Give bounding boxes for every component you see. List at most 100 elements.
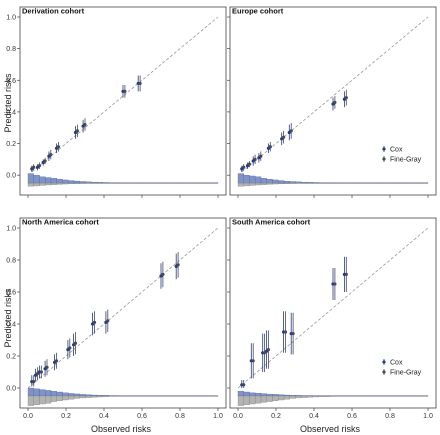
histogram-bar-fine-gray bbox=[237, 395, 244, 406]
histogram-bar-fine-gray bbox=[79, 395, 86, 399]
point-fine-gray bbox=[259, 154, 263, 158]
point-fine-gray bbox=[251, 359, 255, 363]
point-fine-gray bbox=[106, 319, 110, 323]
point-fine-gray bbox=[333, 282, 337, 286]
panel-1: Derivation cohort 0.0 0.2 0.4 0.6 0.8 1.0 bbox=[6, 6, 227, 198]
histogram-bar-fine-gray bbox=[27, 182, 34, 187]
point-fine-gray bbox=[37, 164, 42, 168]
point-fine-gray bbox=[253, 157, 257, 161]
histogram-bar-fine-gray bbox=[91, 395, 98, 398]
panel-title: South America cohort bbox=[232, 218, 311, 227]
histogram-bar-cox bbox=[62, 392, 69, 397]
histogram-bar-cox bbox=[85, 394, 92, 397]
point-fine-gray bbox=[54, 359, 59, 363]
panels: Derivation cohort 0.0 0.2 0.4 0.6 0.8 1.0 Europ… bbox=[6, 6, 437, 420]
panel-frame bbox=[19, 217, 227, 409]
x-tick-label: 1.0 bbox=[213, 413, 223, 420]
histogram-bar-fine-gray bbox=[62, 182, 69, 185]
histogram-bar-fine-gray bbox=[272, 395, 279, 401]
point-fine-gray bbox=[289, 129, 293, 133]
legend-label-cox: Cox bbox=[390, 360, 403, 367]
histogram-bar-cox bbox=[62, 179, 69, 184]
histogram-bar-fine-gray bbox=[255, 395, 262, 404]
x-tick-label: 0.0 bbox=[23, 413, 33, 420]
histogram-bar-cox bbox=[243, 175, 250, 184]
y-tick-label: 1.0 bbox=[6, 15, 16, 22]
legend-marker-fine-gray bbox=[382, 370, 386, 374]
histogram-bar-cox bbox=[289, 181, 296, 184]
histogram-bar-cox bbox=[73, 393, 80, 397]
point-fine-gray bbox=[266, 348, 270, 352]
legend-marker-fine-gray bbox=[382, 157, 386, 161]
histogram-bar-cox bbox=[260, 178, 267, 184]
legend-marker-cox bbox=[382, 147, 386, 151]
x-tick-label: 0.8 bbox=[175, 413, 185, 420]
x-tick-label: 0.4 bbox=[309, 413, 319, 420]
histogram-bar-fine-gray bbox=[96, 395, 103, 398]
point-fine-gray bbox=[263, 351, 267, 355]
histogram-bar-cox bbox=[249, 392, 256, 397]
histogram-bar-cox bbox=[50, 391, 57, 397]
y-tick-label: 0.0 bbox=[6, 386, 16, 393]
point-fine-gray bbox=[344, 272, 348, 276]
legend-marker-cox bbox=[382, 360, 386, 364]
histogram-bar-cox bbox=[68, 393, 75, 397]
panel-title: Europe cohort bbox=[232, 7, 284, 16]
histogram-bar-cox bbox=[243, 391, 250, 397]
histogram-bar-fine-gray bbox=[62, 395, 69, 401]
histogram-bar-cox bbox=[33, 388, 40, 397]
point-fine-gray bbox=[176, 263, 180, 267]
histogram-bar-cox bbox=[85, 181, 92, 184]
point-fine-gray bbox=[68, 346, 72, 350]
histogram-bar-fine-gray bbox=[272, 182, 279, 185]
point-fine-gray bbox=[268, 145, 272, 149]
x-tick-label: 0.2 bbox=[271, 413, 281, 420]
y-tick-label: 0.2 bbox=[6, 354, 16, 361]
histogram-bar-fine-gray bbox=[50, 182, 57, 185]
histogram-bar-fine-gray bbox=[45, 395, 52, 404]
histogram-bar-cox bbox=[68, 180, 75, 184]
histogram-bar-fine-gray bbox=[260, 182, 267, 185]
x-tick-label: 0.0 bbox=[233, 413, 243, 420]
histogram-bar-cox bbox=[295, 181, 302, 184]
histogram-bar-fine-gray bbox=[260, 395, 267, 403]
y-tick-label: 0.8 bbox=[6, 46, 16, 53]
histogram-bar-fine-gray bbox=[249, 395, 256, 405]
point-fine-gray bbox=[242, 165, 246, 169]
reference-diagonal bbox=[27, 227, 219, 389]
histogram-bar-cox bbox=[50, 178, 57, 184]
legend-label-cox: Cox bbox=[390, 147, 403, 154]
histogram-bar-fine-gray bbox=[56, 395, 63, 401]
histogram-bar-fine-gray bbox=[50, 395, 57, 402]
point-fine-gray bbox=[32, 380, 36, 384]
histogram-bar-fine-gray bbox=[27, 395, 34, 406]
panel-frame bbox=[19, 6, 227, 196]
legend: Cox Fine-Gray bbox=[382, 146, 422, 164]
x-tick-label: 0.8 bbox=[385, 413, 395, 420]
point-fine-gray bbox=[283, 330, 288, 334]
histogram-bar-fine-gray bbox=[33, 395, 40, 405]
panel-frame bbox=[229, 217, 437, 409]
histogram-bar-cox bbox=[27, 387, 34, 397]
x-tick-label: 1.0 bbox=[423, 413, 433, 420]
histogram-bar-cox bbox=[56, 178, 63, 184]
point-fine-gray bbox=[123, 89, 127, 93]
histogram-bar-fine-gray bbox=[39, 395, 46, 405]
point-fine-gray bbox=[45, 365, 49, 369]
y-tick-label: 0.6 bbox=[6, 78, 16, 85]
y-tick-label: 0.4 bbox=[6, 109, 16, 116]
histogram-bar-fine-gray bbox=[237, 182, 244, 187]
histogram-bar-cox bbox=[266, 178, 273, 184]
point-fine-gray bbox=[291, 332, 295, 336]
histogram-bar-fine-gray bbox=[301, 395, 308, 398]
y-axis-label-top: Predicted risks bbox=[3, 73, 13, 133]
histogram-bar-fine-gray bbox=[318, 395, 325, 397]
point-fine-gray bbox=[73, 341, 78, 345]
histogram-bar-fine-gray bbox=[85, 395, 92, 398]
legend: Cox Fine-Gray bbox=[382, 359, 422, 377]
histogram-bar-fine-gray bbox=[278, 182, 285, 185]
histogram-bar-cox bbox=[255, 392, 262, 397]
histogram-bar-cox bbox=[39, 176, 46, 184]
histogram-bar-fine-gray bbox=[73, 395, 80, 399]
histogram-bar-fine-gray bbox=[295, 395, 302, 399]
